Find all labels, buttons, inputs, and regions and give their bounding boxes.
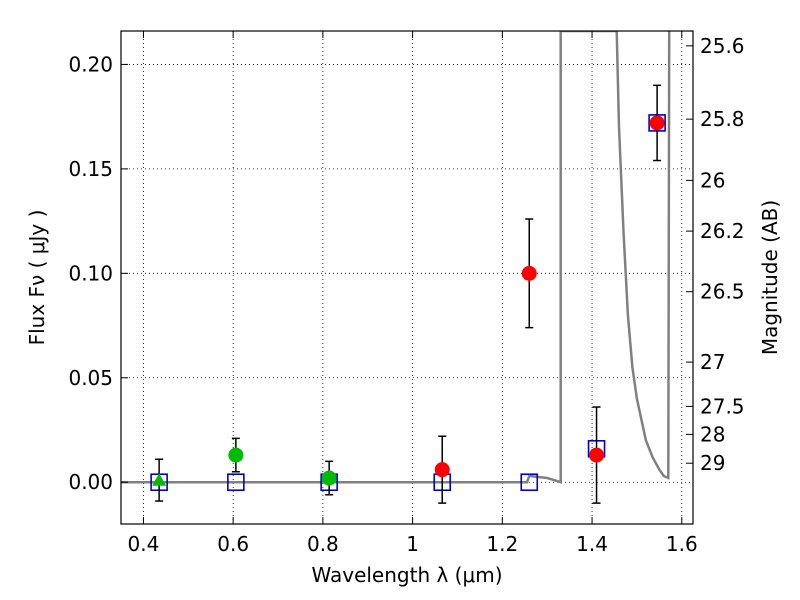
y2-tick-label: 25.8 [700, 107, 745, 131]
x-tick-label: 0.8 [307, 532, 339, 556]
y2-tick-label: 26.2 [700, 219, 745, 243]
data-points [150, 84, 666, 504]
x-tick-label: 0.4 [128, 532, 160, 556]
model-spectrum-line [121, 31, 671, 484]
y2-tick-label: 28 [700, 422, 725, 446]
x-tick-label: 1.6 [666, 532, 698, 556]
y2-tick-label: 26 [700, 168, 725, 192]
y2-tick-label: 29 [700, 451, 725, 475]
red-circle-marker [589, 447, 605, 463]
x-tick-label: 1.2 [486, 532, 518, 556]
y2-tick-label: 27.5 [700, 394, 745, 418]
y-tick-label: 0.10 [68, 261, 113, 285]
y2-tick-label: 26.5 [700, 280, 745, 304]
upper-limit-square-marker [227, 473, 245, 492]
upper-limit-square-marker [520, 473, 539, 492]
red-circle-marker [521, 265, 537, 281]
red-circle-marker [434, 462, 450, 478]
x-tick-label: 1.4 [576, 532, 608, 556]
x-axis-label: Wavelength λ (μm) [311, 563, 502, 587]
x-tick-label: 1 [406, 532, 419, 556]
y2-axis-label: Magnitude (AB) [758, 200, 782, 355]
green-triangle-marker [152, 473, 167, 486]
y-tick-label: 0.00 [68, 470, 113, 494]
y2-tick-label: 25.6 [700, 34, 745, 58]
y-tick-label: 0.15 [68, 157, 113, 181]
y2-axis: 25.6 25.8 26 26.2 26.5 27 27.5 28 29 [686, 34, 745, 475]
x-axis: 0.4 0.6 0.8 1 1.2 1.4 1.6 [128, 31, 698, 556]
plot-frame [120, 30, 694, 525]
x-tick-label: 0.6 [217, 532, 249, 556]
y-axis-label: Flux Fν ( μJy ) [25, 210, 49, 346]
grid [121, 31, 693, 524]
y-tick-label: 0.05 [68, 366, 113, 390]
green-circle-marker [228, 447, 244, 463]
green-circle-marker [321, 470, 337, 486]
red-circle-marker [649, 115, 665, 131]
y-axis: 0.00 0.05 0.10 0.15 0.20 [68, 52, 128, 494]
y2-tick-label: 27 [700, 350, 725, 374]
model-spectrum [121, 31, 671, 484]
y-tick-label: 0.20 [68, 52, 113, 76]
